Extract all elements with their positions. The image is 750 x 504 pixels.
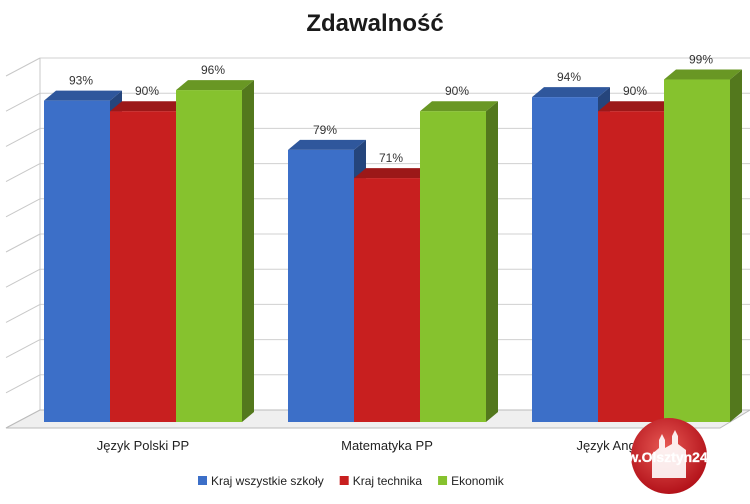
data-labels: 93% 90% 96% 79% 71% 90% 94% 90% 99% bbox=[69, 53, 713, 166]
legend-swatch bbox=[198, 476, 207, 485]
chart-title: Zdawalność bbox=[306, 10, 443, 37]
bar-side bbox=[242, 80, 254, 422]
gridline-side bbox=[5, 374, 41, 394]
bar bbox=[288, 149, 354, 423]
legend-label: Ekonomik bbox=[451, 474, 505, 488]
gridline-side bbox=[5, 57, 41, 77]
bar bbox=[44, 100, 110, 422]
legend-swatch bbox=[438, 476, 448, 485]
gridline-side bbox=[5, 92, 41, 112]
data-label: 90% bbox=[135, 84, 159, 98]
legend-swatch bbox=[339, 476, 349, 485]
data-label: 94% bbox=[557, 70, 581, 84]
bar bbox=[532, 97, 598, 423]
bar bbox=[664, 79, 730, 423]
gridline-side bbox=[5, 339, 41, 359]
data-label: 93% bbox=[69, 74, 93, 88]
bar bbox=[420, 111, 486, 422]
data-label: 90% bbox=[623, 84, 647, 98]
watermark-text: www.Olsztyn24.com bbox=[605, 449, 741, 465]
bar-top bbox=[598, 101, 676, 112]
bar bbox=[598, 111, 664, 422]
bar-top bbox=[664, 69, 742, 80]
bar-top bbox=[176, 80, 254, 91]
gridline-side bbox=[5, 303, 41, 323]
data-label: 99% bbox=[689, 53, 713, 67]
bar bbox=[176, 90, 242, 422]
gridline-side bbox=[5, 198, 41, 218]
data-label: 71% bbox=[379, 151, 403, 165]
bar-top bbox=[288, 139, 366, 150]
bar bbox=[110, 111, 176, 422]
legend-label: Kraj wszystkie szkoły bbox=[211, 474, 324, 488]
bar-top bbox=[354, 168, 432, 179]
chart-bars bbox=[44, 69, 742, 423]
gridline-side bbox=[5, 268, 41, 288]
gridline-side bbox=[5, 127, 41, 147]
bar-side bbox=[730, 69, 742, 423]
bar-top bbox=[532, 87, 610, 98]
category-label: Matematyka PP bbox=[341, 438, 433, 453]
data-label: 96% bbox=[201, 63, 225, 77]
bar-side bbox=[486, 101, 498, 422]
category-label: Język Polski PP bbox=[97, 438, 189, 453]
watermark-logo: www.Olsztyn24.com bbox=[596, 418, 750, 499]
data-label: 90% bbox=[445, 84, 469, 98]
chart-legend: Kraj wszystkie szkoły Kraj technika Ekonom… bbox=[198, 474, 505, 488]
gridline-side bbox=[5, 233, 41, 253]
bar-top bbox=[420, 101, 498, 112]
data-label: 79% bbox=[313, 123, 337, 137]
bar-top bbox=[44, 90, 122, 101]
bar bbox=[354, 178, 420, 422]
bar-top bbox=[110, 101, 188, 112]
gridline-side bbox=[5, 163, 41, 183]
legend-label: Kraj technika bbox=[353, 474, 423, 488]
